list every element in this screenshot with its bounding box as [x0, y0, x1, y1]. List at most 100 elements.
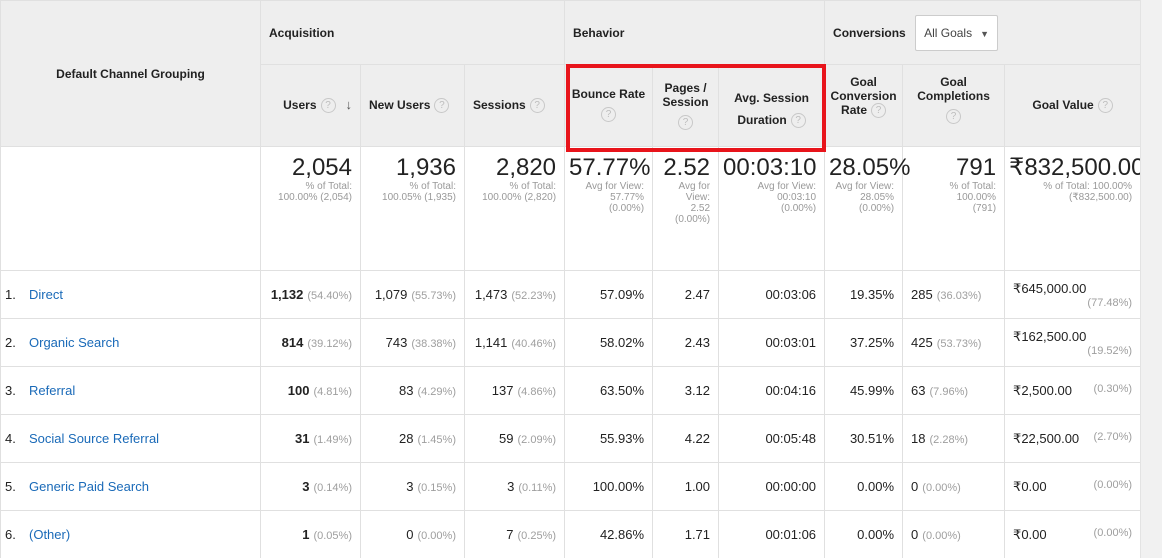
total-conv-detail: 28.05% [860, 192, 895, 203]
sessions-column-header[interactable]: Sessions? [463, 64, 566, 147]
new-users-cell: 83 (4.29%) [360, 366, 465, 415]
new-users-cell: 743 (38.38%) [360, 318, 465, 367]
total-pages-detail: 2.52 [690, 203, 711, 214]
help-icon[interactable]: ? [946, 109, 962, 124]
help-icon[interactable]: ? [678, 115, 694, 130]
users-percent: (0.14%) [313, 482, 352, 494]
total-new-users-detail: 100.05% (1,935) [382, 192, 456, 203]
goal-completions-value: 0 [911, 479, 919, 494]
total-pages-value: 2.52 [663, 154, 711, 181]
channel-link[interactable]: Social Source Referral [29, 431, 160, 446]
total-new-users: 1,936% of Total: 100.05% (1,935) [360, 146, 465, 271]
pages-session-header-label-2: Session [662, 95, 709, 109]
goal-completions-value: 425 [911, 335, 933, 350]
goal-completions-value: 285 [911, 287, 933, 302]
goal-completions-column-header[interactable]: Goal Completions? [902, 64, 1006, 147]
behavior-group-header: Behavior [564, 0, 826, 65]
pages-session-cell: 2.47 [652, 270, 720, 319]
goal-completions-percent: (7.96%) [929, 386, 969, 398]
help-icon[interactable]: ? [1097, 98, 1113, 114]
total-goal-conversion: 28.05% Avg for View: 28.05% (0.00%) [824, 146, 910, 271]
bounce-rate-column-header[interactable]: Bounce Rate? [564, 64, 654, 147]
goals-dropdown[interactable]: All Goals ▼ [915, 14, 999, 51]
pages-session-cell: 1.00 [652, 462, 720, 511]
total-conv-delta: (0.00%) [859, 203, 895, 214]
new-users-value: 83 [399, 383, 414, 398]
goal-completions-percent: (0.00%) [922, 530, 961, 542]
channel-cell: 3. Referral [0, 366, 261, 415]
new-users-column-header[interactable]: New Users? [360, 64, 465, 147]
table-row[interactable]: 4. Social Source Referral 31 (1.49%) 28 (1.… [0, 414, 1140, 463]
chevron-down-icon: ▼ [980, 28, 990, 39]
sort-descending-icon[interactable]: ↓ [345, 96, 353, 112]
table-row[interactable]: 5. Generic Paid Search 3 (0.14%) 3 (0.15%) … [0, 462, 1140, 511]
goal-value-value: ₹645,000.00 [1013, 280, 1087, 296]
pages-session-value: 1.00 [684, 479, 711, 494]
channel-link[interactable]: Generic Paid Search [29, 479, 149, 494]
total-comp-count: (791) [972, 203, 997, 214]
channel-link[interactable]: (Other) [29, 527, 71, 542]
help-icon[interactable]: ? [320, 98, 336, 114]
new-users-percent: (55.73%) [411, 290, 456, 302]
sessions-value: 137 [491, 383, 514, 398]
avg-session-duration-column-header[interactable]: Avg. Session Duration? [718, 64, 826, 147]
sessions-value: 1,473 [474, 287, 508, 302]
goal-conversion-cell: 19.35% [824, 270, 904, 319]
help-icon[interactable]: ? [529, 98, 545, 114]
table-row[interactable]: 2. Organic Search 814 (39.12%) 743 (38.38%)… [0, 318, 1140, 367]
total-sessions-caption: % of Total: [509, 181, 557, 192]
vertical-scrollbar[interactable] [1140, 0, 1162, 558]
total-duration-delta: (0.00%) [781, 203, 817, 214]
total-users-value: 2,054 [291, 154, 352, 181]
help-icon[interactable]: ? [601, 107, 617, 122]
goal-value-cell: ₹22,500.00 (2.70%) [1004, 414, 1140, 463]
users-percent: (39.12%) [307, 338, 352, 350]
help-icon[interactable]: ? [790, 113, 806, 129]
table-row[interactable]: 3. Referral 100 (4.81%) 83 (4.29%) 137 (4.86… [0, 366, 1140, 415]
users-percent: (54.40%) [307, 290, 352, 302]
goal-completions-cell: 425 (53.73%) [902, 318, 1006, 367]
sessions-percent: (2.09%) [517, 434, 557, 446]
total-goal-completions: 791% of Total: 100.00% (791) [902, 146, 1006, 271]
sessions-percent: (0.25%) [517, 530, 557, 542]
users-cell: 814 (39.12%) [260, 318, 361, 367]
goal-completions-percent: (0.00%) [922, 482, 961, 494]
new-users-cell: 0 (0.00%) [360, 510, 465, 558]
avg-duration-header-label-2: Duration [737, 113, 787, 127]
row-index: 2. [5, 335, 16, 350]
total-new-users-value: 1,936 [395, 154, 456, 181]
new-users-value: 0 [406, 527, 414, 542]
users-column-header[interactable]: Users? ↓ [260, 64, 361, 147]
sessions-header-label: Sessions [473, 97, 526, 112]
bounce-rate-header-label: Bounce Rate [571, 87, 646, 101]
help-icon[interactable]: ? [871, 103, 887, 119]
table-row[interactable]: 1. Direct 1,132 (54.40%) 1,079 (55.73%) 1,4… [0, 270, 1140, 319]
total-sessions-value: 2,820 [495, 154, 557, 181]
channel-link[interactable]: Organic Search [29, 335, 120, 350]
row-index: 1. [5, 287, 16, 302]
goal-value-percent: (0.00%) [1093, 526, 1133, 539]
goal-comp-header-label-2: Completions [917, 89, 990, 103]
goal-value-column-header[interactable]: Goal Value? [1004, 64, 1140, 147]
users-header-label: Users [283, 97, 317, 112]
table-row[interactable]: 6. (Other) 1 (0.05%) 0 (0.00%) 7 (0.25%) 42.… [0, 510, 1140, 558]
pages-session-column-header[interactable]: Pages / Session? [652, 64, 720, 147]
new-users-cell: 28 (1.45%) [360, 414, 465, 463]
channel-link[interactable]: Referral [29, 383, 76, 398]
goal-completions-cell: 285 (36.03%) [902, 270, 1006, 319]
bounce-rate-cell: 58.02% [564, 318, 654, 367]
channel-link[interactable]: Direct [29, 287, 63, 302]
total-duration-caption: Avg for View: [757, 181, 817, 192]
help-icon[interactable]: ? [434, 98, 450, 114]
sessions-cell: 7 (0.25%) [463, 510, 566, 558]
pages-session-cell: 2.43 [652, 318, 720, 367]
avg-duration-value: 00:00:00 [765, 479, 817, 494]
total-bounce-caption: Avg for View: [585, 181, 645, 192]
total-users-caption: % of Total: [305, 181, 352, 192]
sessions-percent: (0.11%) [518, 482, 557, 494]
sessions-value: 3 [507, 479, 515, 494]
users-percent: (1.49%) [313, 434, 352, 446]
dimension-header[interactable]: Default Channel Grouping [0, 0, 261, 147]
goal-conversion-rate-column-header[interactable]: Goal Conversion Rate? [824, 64, 904, 147]
